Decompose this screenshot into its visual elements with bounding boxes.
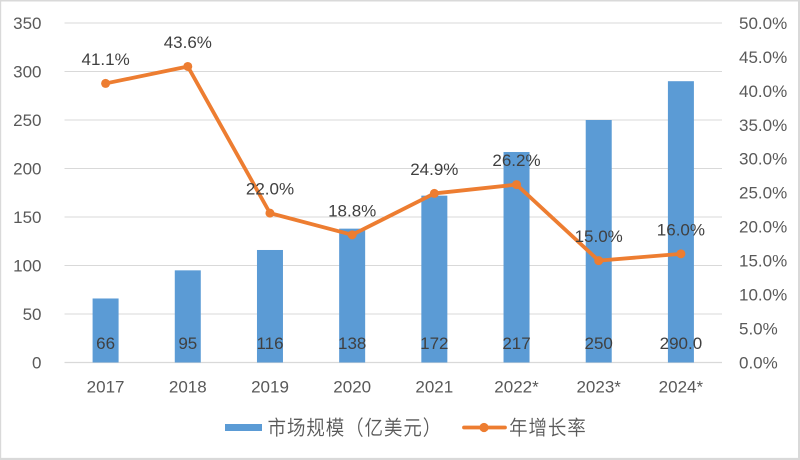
svg-text:116: 116 — [256, 334, 283, 353]
svg-text:25.0%: 25.0% — [739, 184, 787, 203]
svg-text:66: 66 — [96, 334, 115, 353]
svg-text:100: 100 — [13, 256, 41, 275]
svg-text:150: 150 — [13, 208, 41, 227]
svg-text:2018: 2018 — [169, 377, 207, 396]
svg-text:26.2%: 26.2% — [492, 151, 540, 170]
svg-text:2022*: 2022* — [494, 377, 539, 396]
svg-text:250: 250 — [13, 111, 41, 130]
svg-text:2020: 2020 — [333, 377, 371, 396]
svg-text:10.0%: 10.0% — [739, 286, 787, 305]
svg-text:30.0%: 30.0% — [739, 150, 787, 169]
svg-text:40.0%: 40.0% — [739, 82, 787, 101]
svg-text:350: 350 — [13, 14, 41, 33]
svg-text:0: 0 — [32, 353, 41, 372]
svg-text:22.0%: 22.0% — [246, 180, 294, 199]
svg-text:200: 200 — [13, 159, 41, 178]
svg-text:35.0%: 35.0% — [739, 116, 787, 135]
svg-text:0.0%: 0.0% — [739, 353, 778, 372]
svg-text:50.0%: 50.0% — [739, 14, 787, 33]
svg-text:41.1%: 41.1% — [81, 50, 129, 69]
svg-text:15.0%: 15.0% — [575, 227, 623, 246]
svg-text:95: 95 — [178, 334, 197, 353]
svg-text:16.0%: 16.0% — [657, 220, 705, 239]
svg-text:2017: 2017 — [87, 377, 125, 396]
svg-text:2023*: 2023* — [576, 377, 621, 396]
svg-text:250: 250 — [585, 334, 613, 353]
svg-text:24.9%: 24.9% — [410, 160, 458, 179]
svg-text:172: 172 — [420, 334, 448, 353]
svg-text:50: 50 — [23, 305, 42, 324]
svg-text:45.0%: 45.0% — [739, 48, 787, 67]
svg-text:138: 138 — [338, 334, 366, 353]
svg-text:290.0: 290.0 — [660, 334, 703, 353]
svg-text:43.6%: 43.6% — [164, 33, 212, 52]
svg-text:18.8%: 18.8% — [328, 201, 376, 220]
svg-text:5.0%: 5.0% — [739, 319, 778, 338]
svg-text:300: 300 — [13, 62, 41, 81]
svg-text:15.0%: 15.0% — [739, 252, 787, 271]
svg-text:2019: 2019 — [251, 377, 289, 396]
svg-text:217: 217 — [502, 334, 530, 353]
svg-text:20.0%: 20.0% — [739, 218, 787, 237]
svg-text:2024*: 2024* — [659, 377, 704, 396]
svg-text:2021: 2021 — [415, 377, 453, 396]
